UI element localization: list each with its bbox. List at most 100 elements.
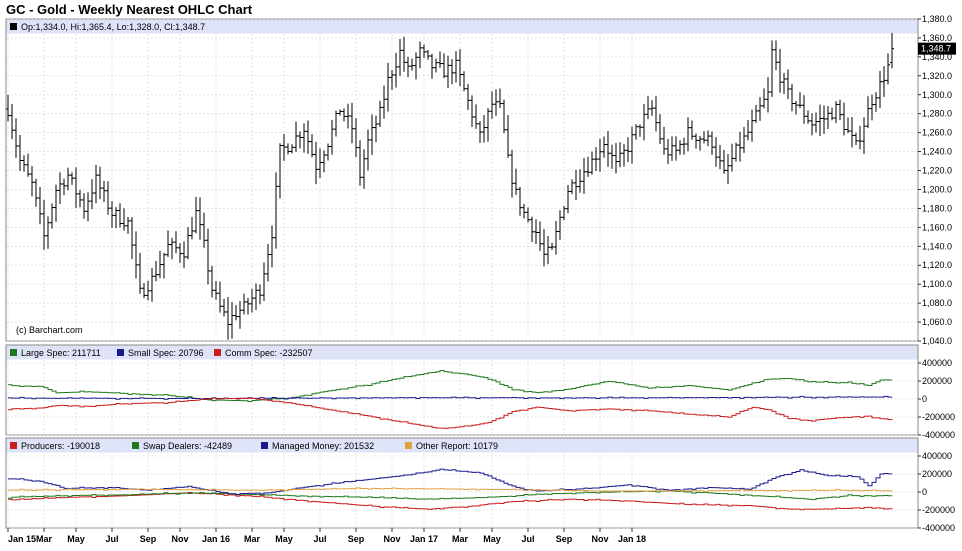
price-y-tick-label: 1,100.0 [922,279,952,289]
ohlc-bar [662,126,666,155]
x-tick-label: May [275,534,293,544]
price-y-tick-label: 1,380.0 [922,14,952,24]
x-tick-label: Jul [521,534,534,544]
ohlc-bar [294,121,298,152]
x-tick-label: Jan 17 [410,534,438,544]
ohlc-bar [118,203,122,228]
ohlc-bar [106,181,110,215]
ohlc-bar [670,136,674,161]
ohlc-bar [738,131,742,162]
ohlc-bar [90,179,94,210]
ohlc-bar [350,102,354,144]
ohlc-bar [178,243,182,263]
ohlc-bar [382,85,386,119]
ohlc-bar [666,138,670,165]
price-y-tick-label: 1,240.0 [922,147,952,157]
ohlc-bar [814,112,818,133]
comm-spec-swatch [214,349,221,356]
ohlc-bar [146,280,150,301]
ohlc-bar [682,137,686,155]
ohlc-bar [290,144,294,154]
ohlc-bar [694,133,698,149]
ohlc-bar [238,300,242,329]
ohlc-bar [862,117,866,155]
chart-title: GC - Gold - Weekly Nearest OHLC Chart [6,2,253,17]
ohlc-bar [14,118,18,158]
ohlc-bar [22,155,26,172]
ohlc-bar [258,284,262,305]
ohlc-bar [254,283,258,310]
large-spec-legend: Large Spec: 211711 [21,348,101,358]
other-report-swatch [405,442,412,449]
ohlc-bar [586,156,590,177]
ohlc-bar [546,235,550,265]
ohlc-bar [582,157,586,194]
ohlc-bar [550,242,554,251]
x-tick-label: Sep [348,534,365,544]
cot-disagg-legend-band [6,438,918,453]
price-y-tick-label: 1,180.0 [922,203,952,213]
ohlc-bar [590,151,594,175]
ohlc-bar [430,53,434,79]
ohlc-bar [502,99,506,134]
ohlc-bar [230,302,234,339]
ohlc-bar [770,40,774,97]
ohlc-bar [86,192,90,222]
ohlc-bar [830,107,834,121]
ohlc-bar [710,131,714,155]
ohlc-bar [882,66,886,97]
cot-legacy-panel-frame [5,344,919,436]
ohlc-bar [698,135,702,151]
ohlc-bar [174,231,178,254]
ohlc-bar [886,53,890,85]
ohlc-bar [126,217,130,234]
ohlc-bar [538,221,542,251]
ohlc-bar [422,44,426,58]
ohlc-bar [798,92,802,109]
y-tick-labels: 1,380.0 1,360.0 1,340.0 1,320.0 1,300.0 1,280… [918,14,955,533]
ohlc-bar [794,100,798,115]
cot-disagg-swap-dealers-line [8,490,893,501]
ohlc-bar [630,126,634,164]
ohlc-bar [54,184,58,222]
ohlc-bar [358,140,362,186]
cot-legacy-small-spec-line [8,395,893,400]
cot-legacy-comm-spec-line [8,397,893,429]
ohlc-bar [674,136,678,161]
ohlc-bar [754,104,758,123]
ohlc-bar [718,144,722,170]
x-tick-label: Mar [36,534,53,544]
x-tick-label: May [67,534,85,544]
ohlc-bar [826,106,830,130]
ohlc-bar [602,136,606,158]
ohlc-bar [526,207,530,223]
x-tick-label: Jul [313,534,326,544]
ohlc-bar [490,91,494,119]
swap-dealers-legend: Swap Dealers: -42489 [143,441,232,451]
ohlc-bar [66,167,70,191]
ohlc-bar [186,227,190,260]
cot-disagg-y-tick-label: -400000 [922,523,955,533]
ohlc-bar [10,104,14,140]
ohlc-bar [614,142,618,174]
ohlc-bar [846,117,850,134]
ohlc-bar [42,199,46,250]
ohlc-bar [482,115,486,143]
small-spec-legend: Small Spec: 20796 [128,348,204,358]
price-bars [6,32,894,340]
ohlc-bar [642,104,646,141]
x-tick-label: Mar [452,534,469,544]
price-legend-band [6,19,918,34]
watermark: (c) Barchart.com [16,325,83,335]
cot-legacy-y-tick-label: 200000 [922,376,952,386]
ohlc-bar [890,32,894,69]
ohlc-bar [462,71,466,92]
ohlc-bar [206,228,210,285]
ohlc-bar [58,172,62,204]
ohlc-bar [566,184,570,214]
ohlc-bar [82,193,86,219]
ohlc-bar [138,252,142,294]
ohlc-bar [702,131,706,144]
ohlc-bar [270,225,274,268]
cot-disagg-y-tick-label: 400000 [922,451,952,461]
